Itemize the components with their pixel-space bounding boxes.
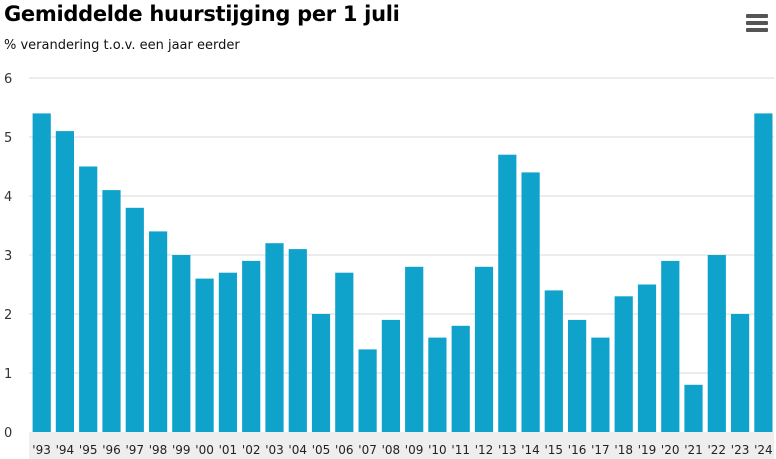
x-tick-label: '19 [638,443,657,457]
hamburger-menu-icon[interactable] [746,14,768,32]
bar-97[interactable] [125,207,144,432]
x-tick-label: '12 [475,443,494,457]
y-tick-label: 1 [4,367,12,382]
bar-14[interactable] [521,172,540,432]
bar-93[interactable] [32,113,51,433]
bar-10[interactable] [428,337,447,432]
x-tick-label: '10 [428,443,447,457]
bar-06[interactable] [335,272,354,432]
bar-94[interactable] [55,131,74,432]
x-axis-band [29,432,774,459]
y-tick-label: 6 [4,72,12,87]
bar-18[interactable] [614,296,633,432]
x-tick-label: '98 [149,443,168,457]
x-tick-label: '16 [568,443,587,457]
x-tick-label: '93 [32,443,51,457]
bar-07[interactable] [358,349,377,432]
bars [32,113,773,433]
x-tick-label: '14 [521,443,540,457]
bar-02[interactable] [242,260,261,432]
bar-24[interactable] [754,113,773,433]
y-tick-label: 5 [4,131,12,146]
x-tick-label: '09 [405,443,424,457]
bar-09[interactable] [405,266,424,432]
x-tick-label: '06 [335,443,354,457]
bar-96[interactable] [102,190,121,432]
y-tick-label: 3 [4,249,12,264]
x-tick-label: '18 [614,443,633,457]
bar-08[interactable] [381,319,400,432]
bar-95[interactable] [79,166,98,433]
x-tick-label: '00 [195,443,214,457]
bar-03[interactable] [265,243,284,432]
bar-98[interactable] [149,231,168,432]
x-tick-label: '97 [126,443,145,457]
bar-15[interactable] [544,290,563,432]
bar-16[interactable] [568,319,587,432]
x-tick-label: '08 [382,443,401,457]
bar-05[interactable] [311,314,331,432]
bar-01[interactable] [218,272,237,432]
bar-13[interactable] [498,154,517,432]
bar-17[interactable] [591,337,610,432]
chart-title: Gemiddelde huurstijging per 1 juli [4,2,400,26]
bar-21[interactable] [684,384,703,432]
x-tick-label: '02 [242,443,261,457]
x-tick-label: '13 [498,443,517,457]
x-tick-label: '17 [591,443,610,457]
bar-04[interactable] [288,249,307,432]
x-tick-label: '01 [219,443,238,457]
y-tick-label: 0 [4,426,12,441]
x-tick-label: '04 [288,443,307,457]
bar-12[interactable] [474,266,494,432]
x-tick-label: '05 [312,443,331,457]
x-tick-label: '11 [451,443,470,457]
chart-subtitle: % verandering t.o.v. een jaar eerder [4,38,240,53]
bar-00[interactable] [195,278,214,432]
y-tick-label: 4 [4,190,12,205]
x-tick-label: '22 [708,443,727,457]
bar-23[interactable] [731,314,750,432]
x-tick-label: '23 [731,443,750,457]
x-tick-label: '03 [265,443,284,457]
bar-19[interactable] [637,284,657,433]
x-tick-label: '21 [684,443,703,457]
y-axis: 0 1 2 3 4 5 6 [4,72,12,441]
x-tick-label: '20 [661,443,680,457]
x-tick-label: '07 [358,443,377,457]
x-tick-label: '99 [172,443,191,457]
x-axis: '93 '94 '95 '96 '97 '98 '99 '00 '01 '02 '03 '04 '05 '… [32,443,772,457]
bar-20[interactable] [661,260,680,432]
x-tick-label: '94 [56,443,75,457]
bar-99[interactable] [172,255,191,432]
bar-22[interactable] [707,255,726,432]
bar-11[interactable] [451,325,470,432]
x-tick-label: '95 [79,443,98,457]
x-tick-label: '96 [102,443,121,457]
y-tick-label: 2 [4,308,12,323]
x-tick-label: '24 [754,443,773,457]
x-tick-label: '15 [545,443,564,457]
